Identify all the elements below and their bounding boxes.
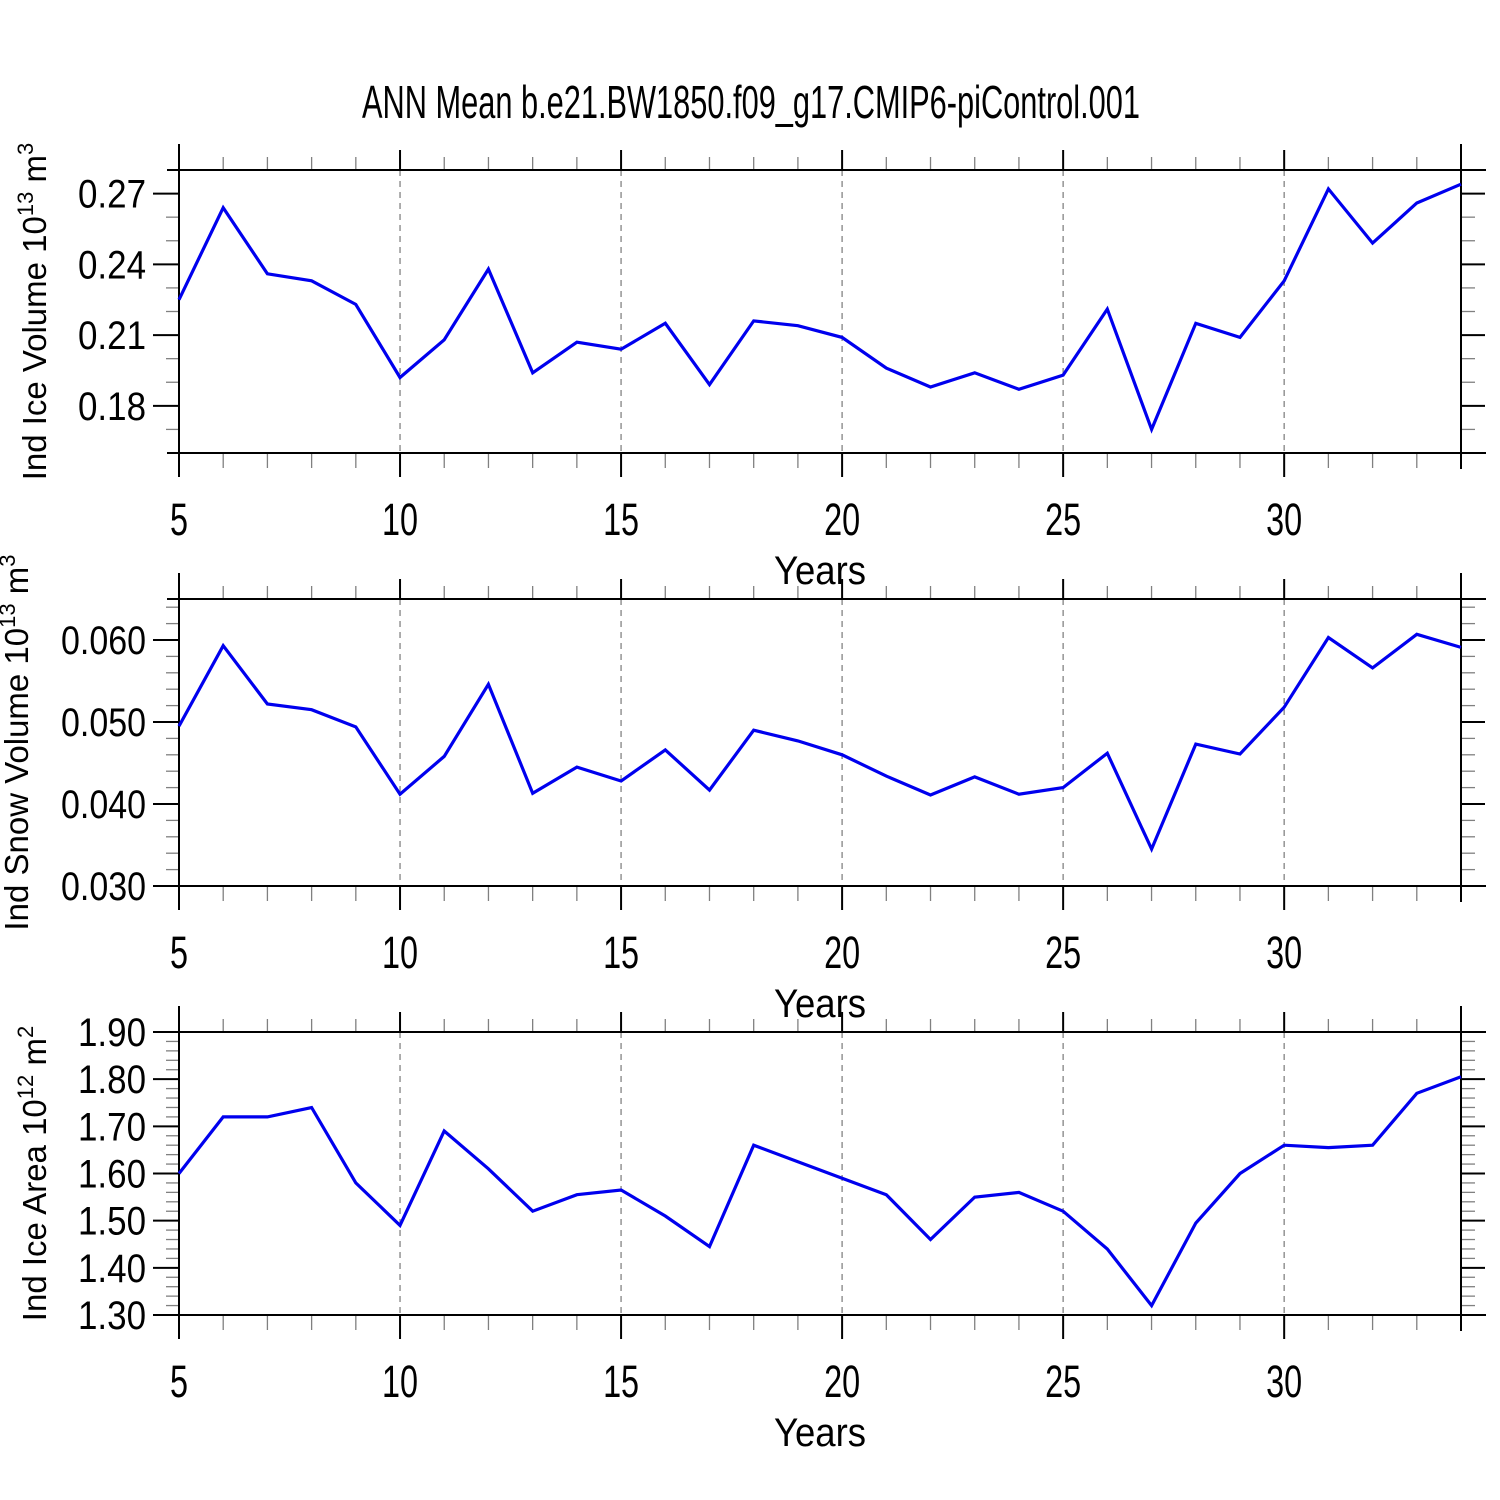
x-tick-label: 10 bbox=[382, 1356, 418, 1407]
x-axis-title: Years bbox=[774, 549, 866, 593]
panel-ice-volume: 0.27 0.24 0.21 0.18 5 10 15 20 25 30 Years Ind Ice … bbox=[13, 143, 1486, 593]
x-tick-label: 20 bbox=[824, 494, 860, 545]
x-tick-label: 5 bbox=[170, 927, 188, 978]
x-tick-label: 25 bbox=[1045, 1356, 1081, 1407]
x-tick-label: 30 bbox=[1266, 1356, 1302, 1407]
x-tick-label: 10 bbox=[382, 927, 418, 978]
y-tick-label: 0.24 bbox=[78, 243, 146, 287]
y-tick-label: 1.30 bbox=[78, 1294, 146, 1338]
x-axis-title: Years bbox=[774, 1411, 866, 1455]
x-tick-label: 25 bbox=[1045, 494, 1081, 545]
x-tick-label: 10 bbox=[382, 494, 418, 545]
y-tick-label: 0.060 bbox=[61, 619, 146, 663]
y-tick-label: 0.18 bbox=[78, 385, 146, 429]
panel-ice-area: 1.901.801.701.601.501.401.30 5 10 15 20 25 30 Y… bbox=[13, 1006, 1486, 1455]
series-line-snow-volume bbox=[177, 632, 1462, 854]
y-tick-label: 0.050 bbox=[61, 701, 146, 745]
x-tick-label: 20 bbox=[824, 1356, 860, 1407]
x-tick-label: 15 bbox=[603, 1356, 639, 1407]
y-tick-label: 1.40 bbox=[78, 1247, 146, 1291]
y-axis-title: Ind Snow Volume 1013​ m3​ bbox=[0, 554, 35, 930]
x-tick-label: 15 bbox=[603, 927, 639, 978]
y-axis-title: Ind Ice Volume 1013​ m3​ bbox=[13, 143, 53, 481]
y-tick-label: 1.90 bbox=[78, 1011, 146, 1055]
x-tick-label: 20 bbox=[824, 927, 860, 978]
x-tick-label: 30 bbox=[1266, 494, 1302, 545]
y-axis-title: Ind Ice Area 1012​ m2​ bbox=[13, 1026, 53, 1321]
y-tick-label: 0.27 bbox=[78, 173, 146, 217]
y-tick-label: 0.040 bbox=[61, 783, 146, 827]
panel-snow-volume: 0.060 0.050 0.040 0.030 5 10 15 20 25 30 Years Ind … bbox=[0, 554, 1486, 1026]
x-tick-label: 25 bbox=[1045, 927, 1081, 978]
x-axis-title: Years bbox=[774, 982, 866, 1026]
y-tick-label: 1.70 bbox=[78, 1105, 146, 1149]
x-tick-label: 5 bbox=[170, 494, 188, 545]
series-line-ice-volume bbox=[177, 182, 1462, 434]
y-tick-label: 1.80 bbox=[78, 1058, 146, 1102]
y-tick-label: 1.50 bbox=[78, 1200, 146, 1244]
y-tick-label: 0.030 bbox=[61, 865, 146, 909]
x-tick-label: 30 bbox=[1266, 927, 1302, 978]
series-line-ice-area bbox=[177, 1075, 1462, 1309]
x-tick-label: 15 bbox=[603, 494, 639, 545]
y-tick-label: 0.21 bbox=[78, 314, 146, 358]
y-tick-label: 1.60 bbox=[78, 1153, 146, 1197]
x-tick-label: 5 bbox=[170, 1356, 188, 1407]
chart-title: ANN Mean b.e21.BW1850.f09_g17.CMIP6-piCo… bbox=[362, 76, 1140, 128]
